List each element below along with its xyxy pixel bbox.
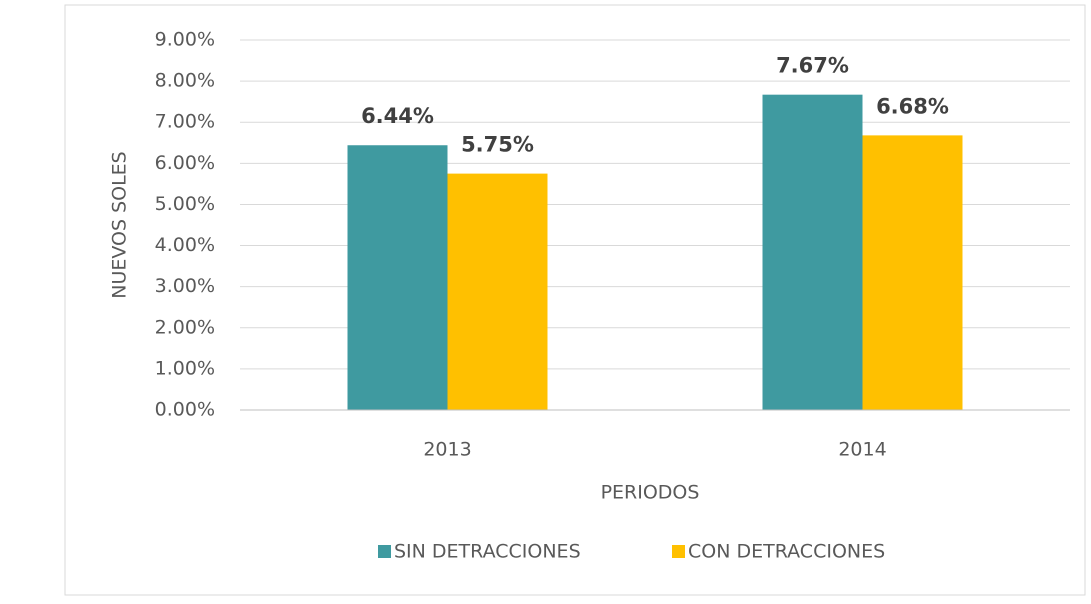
bar: [762, 94, 863, 410]
bar: [862, 135, 963, 410]
x-tick-label: 2013: [423, 439, 471, 461]
y-tick-label: 9.00%: [155, 29, 215, 51]
y-tick-label: 5.00%: [155, 193, 215, 215]
bar: [347, 145, 448, 410]
y-tick-label: 8.00%: [155, 70, 215, 92]
y-tick-label: 2.00%: [155, 316, 215, 338]
y-tick-label: 4.00%: [155, 234, 215, 256]
legend-swatch: [378, 545, 391, 558]
x-tick-label: 2014: [838, 439, 886, 461]
y-tick-label: 6.00%: [155, 152, 215, 174]
value-label: 6.44%: [361, 104, 434, 128]
value-label: 7.67%: [776, 54, 849, 78]
y-tick-label: 0.00%: [155, 399, 215, 421]
legend-label: SIN DETRACCIONES: [394, 541, 581, 563]
y-tick-label: 7.00%: [155, 111, 215, 133]
value-label: 6.68%: [876, 94, 949, 118]
legend-swatch: [672, 545, 685, 558]
legend-label: CON DETRACCIONES: [688, 541, 885, 563]
y-tick-label: 3.00%: [155, 275, 215, 297]
x-axis-title: PERIODOS: [601, 482, 700, 504]
value-label: 5.75%: [461, 133, 534, 157]
y-axis-title: NUEVOS SOLES: [109, 151, 131, 299]
bar: [447, 173, 548, 410]
y-tick-label: 1.00%: [155, 357, 215, 379]
